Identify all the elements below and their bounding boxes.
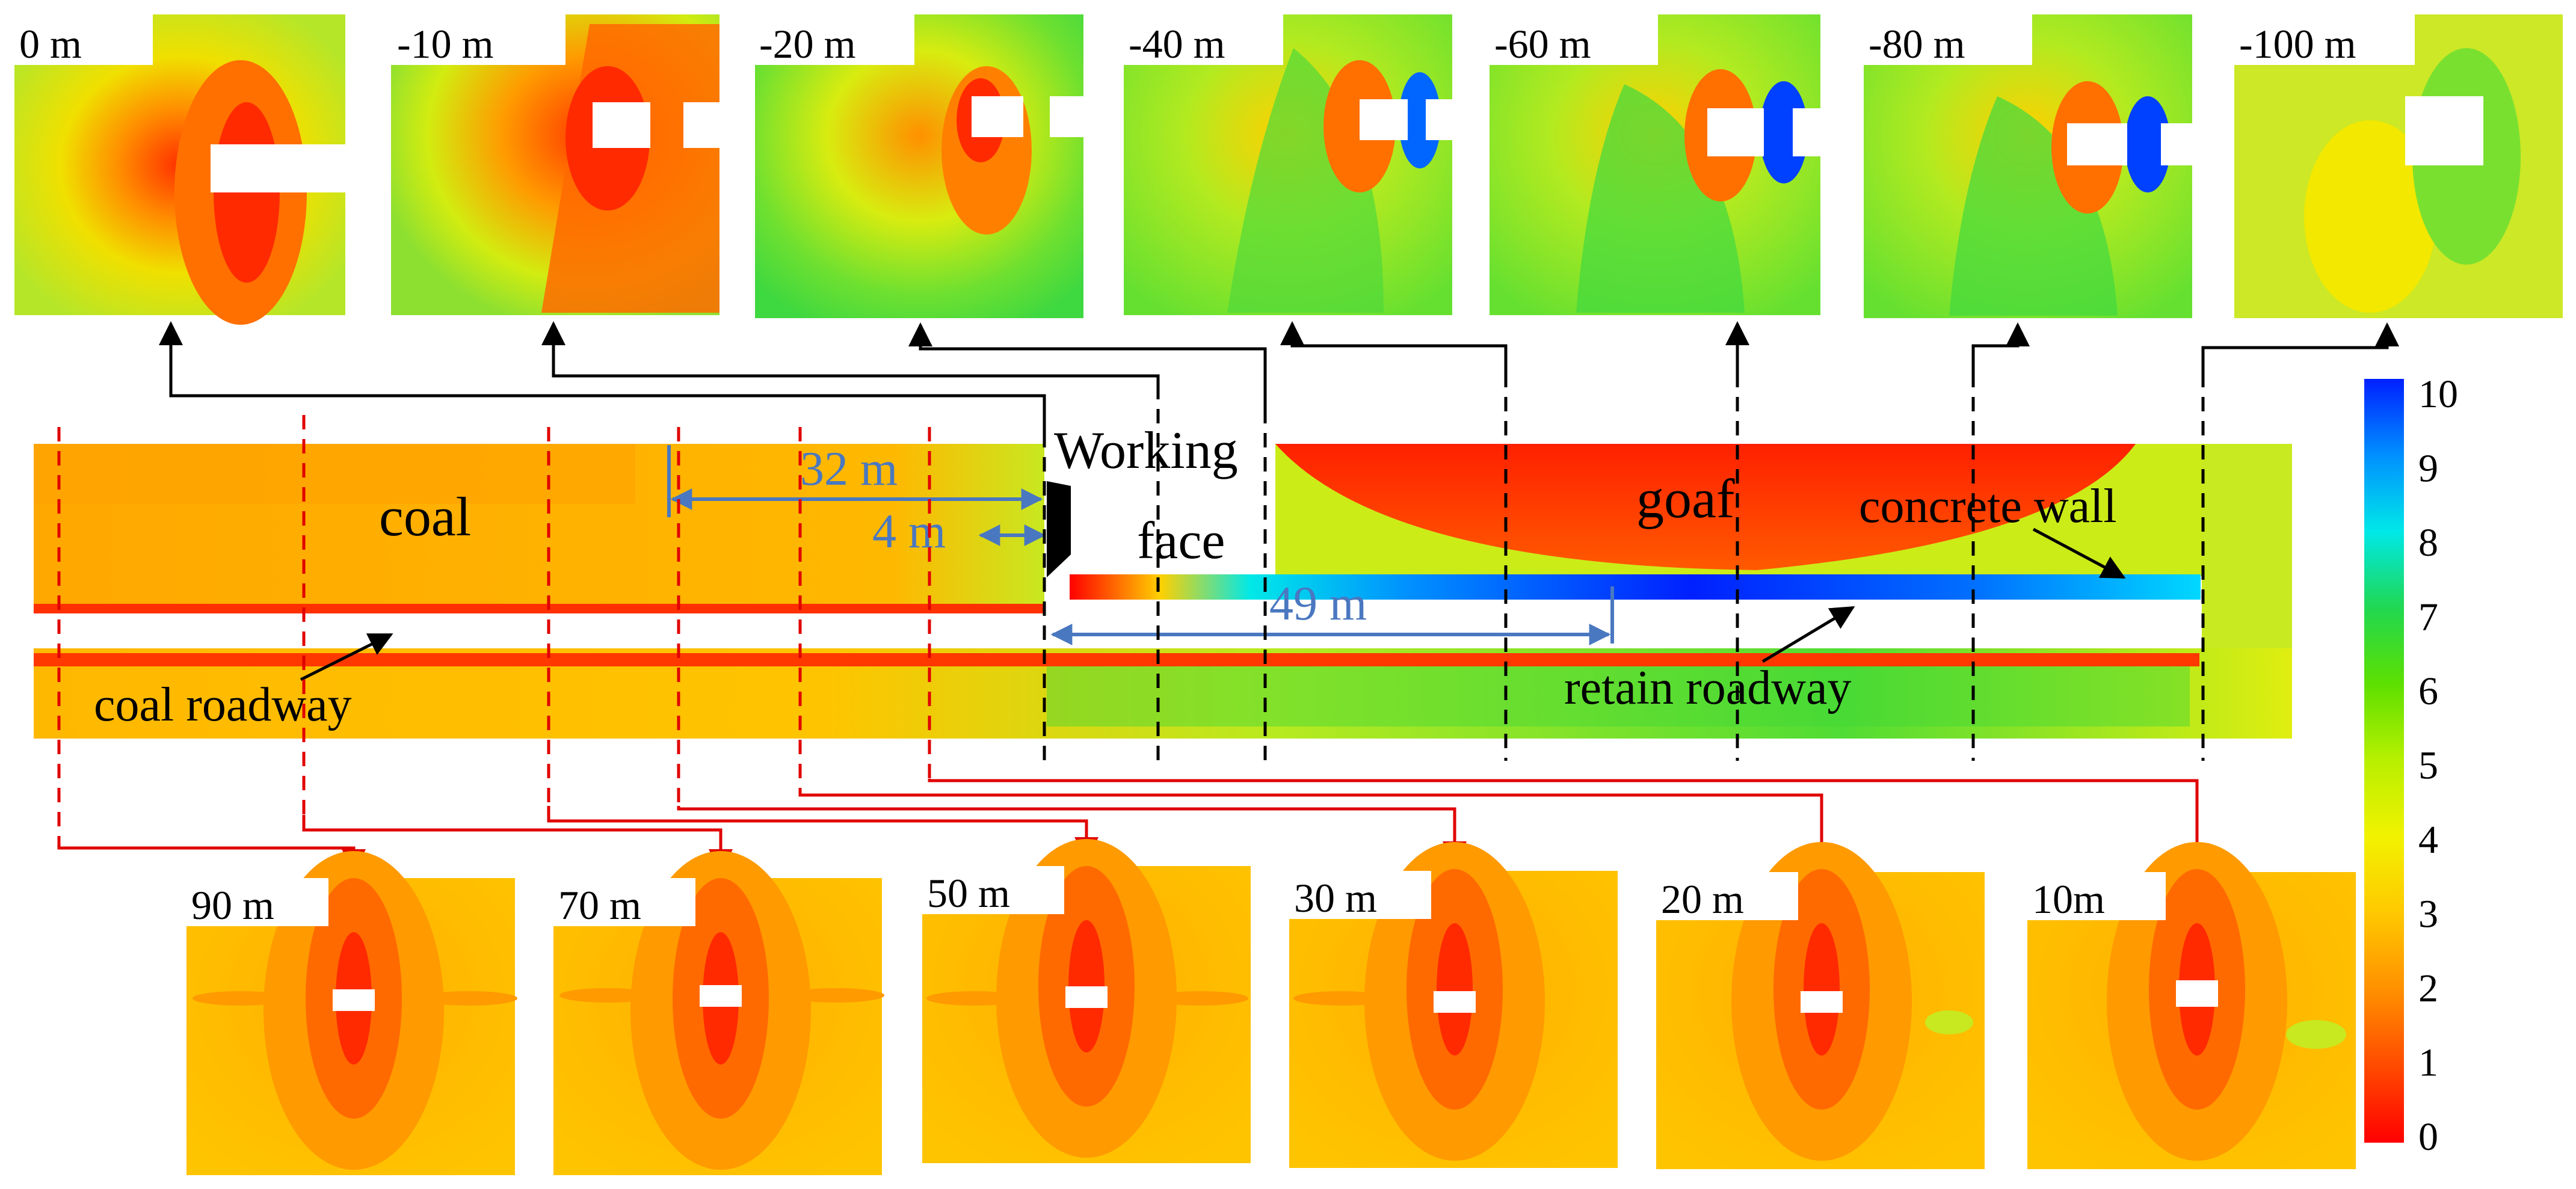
coal-roadway-pointer: [300, 633, 393, 681]
colorbar-tick-label: 0: [2418, 1115, 2438, 1159]
goaf-label: goaf: [1636, 468, 1735, 529]
section-markers-red: [57, 415, 931, 842]
goaf-region: [1275, 444, 2136, 570]
bottom-panel-5: 10m: [2027, 842, 2356, 1169]
colorbar-tick-label: 4: [2418, 818, 2438, 862]
colorbar: 0 1 2 3 4 5 6 7 8 9 10: [2364, 372, 2458, 1159]
working-face-label-line2: face: [1137, 512, 1225, 570]
colorbar-tick-label: 3: [2418, 893, 2438, 936]
concrete-wall-label: concrete wall: [1859, 480, 2117, 533]
bottom-connectors: [57, 779, 2209, 873]
colorbar-tick-label: 5: [2418, 744, 2438, 788]
top-panel-label: 0 m: [19, 21, 82, 67]
top-panel-1: -10 m: [391, 14, 719, 315]
colorbar-scale: [2364, 379, 2404, 1143]
top-connectors: [159, 321, 2399, 433]
colorbar-tick-label: 7: [2418, 595, 2438, 639]
retain-roadway-pointer: [1761, 606, 1855, 663]
top-panel-label: -10 m: [397, 21, 494, 67]
top-panel-label: -40 m: [1129, 21, 1225, 67]
bottom-panel-2: 50 m: [922, 839, 1251, 1163]
section-markers-black: [1043, 373, 2205, 761]
colorbar-tick-label: 2: [2418, 966, 2438, 1010]
top-panel-5: -80 m: [1864, 14, 2192, 318]
top-panel-3: -40 m: [1124, 14, 1452, 315]
dim-32-label: 32 m: [800, 443, 898, 496]
retain-roadway-label: retain roadway: [1564, 662, 1852, 714]
bottom-panel-label: 30 m: [1294, 875, 1377, 921]
colorbar-tick-label: 6: [2418, 669, 2438, 713]
coal-label: coal: [379, 486, 471, 547]
colorbar-ticks: 0 1 2 3 4 5 6 7 8 9 10: [2418, 372, 2458, 1159]
bottom-panel-label: 20 m: [1661, 876, 1744, 922]
bottom-panel-1: 70 m: [553, 851, 884, 1175]
top-panel-label: -60 m: [1494, 21, 1591, 67]
top-panel-0: 0 m: [14, 14, 345, 325]
bottom-panel-4: 20 m: [1656, 842, 1985, 1169]
bottom-panel-label: 70 m: [558, 882, 641, 928]
dim-49-label: 49 m: [1269, 577, 1367, 630]
bottom-panel-label: 50 m: [927, 870, 1010, 916]
bottom-panel-3: 30 m: [1289, 842, 1618, 1168]
top-panel-label: -100 m: [2239, 21, 2356, 67]
colorbar-tick-label: 9: [2418, 447, 2438, 491]
concrete-wall-pointer: [2032, 527, 2126, 579]
concrete-wall: [1070, 574, 2201, 600]
top-panel-label: -80 m: [1869, 21, 1965, 67]
longitudinal-section: coal goaf Working face concrete wall ret…: [34, 422, 2292, 739]
bottom-panel-label: 10m: [2032, 876, 2105, 922]
bottom-panel-label: 90 m: [191, 882, 274, 928]
top-panel-label: -20 m: [759, 21, 856, 67]
top-panel-2: -20 m: [755, 14, 1083, 318]
working-face-marker: [1047, 481, 1071, 577]
coal-roadway-label: coal roadway: [94, 678, 352, 731]
dim-4-label: 4 m: [872, 505, 946, 558]
top-panel-6: -100 m: [2234, 14, 2563, 318]
working-face-label-line1: Working: [1054, 422, 1238, 480]
bottom-panel-0: 90 m: [186, 851, 517, 1175]
colorbar-tick-label: 8: [2418, 521, 2438, 565]
top-panel-4: -60 m: [1490, 14, 1820, 315]
colorbar-tick-label: 1: [2418, 1041, 2438, 1085]
colorbar-tick-label: 10: [2418, 372, 2458, 416]
